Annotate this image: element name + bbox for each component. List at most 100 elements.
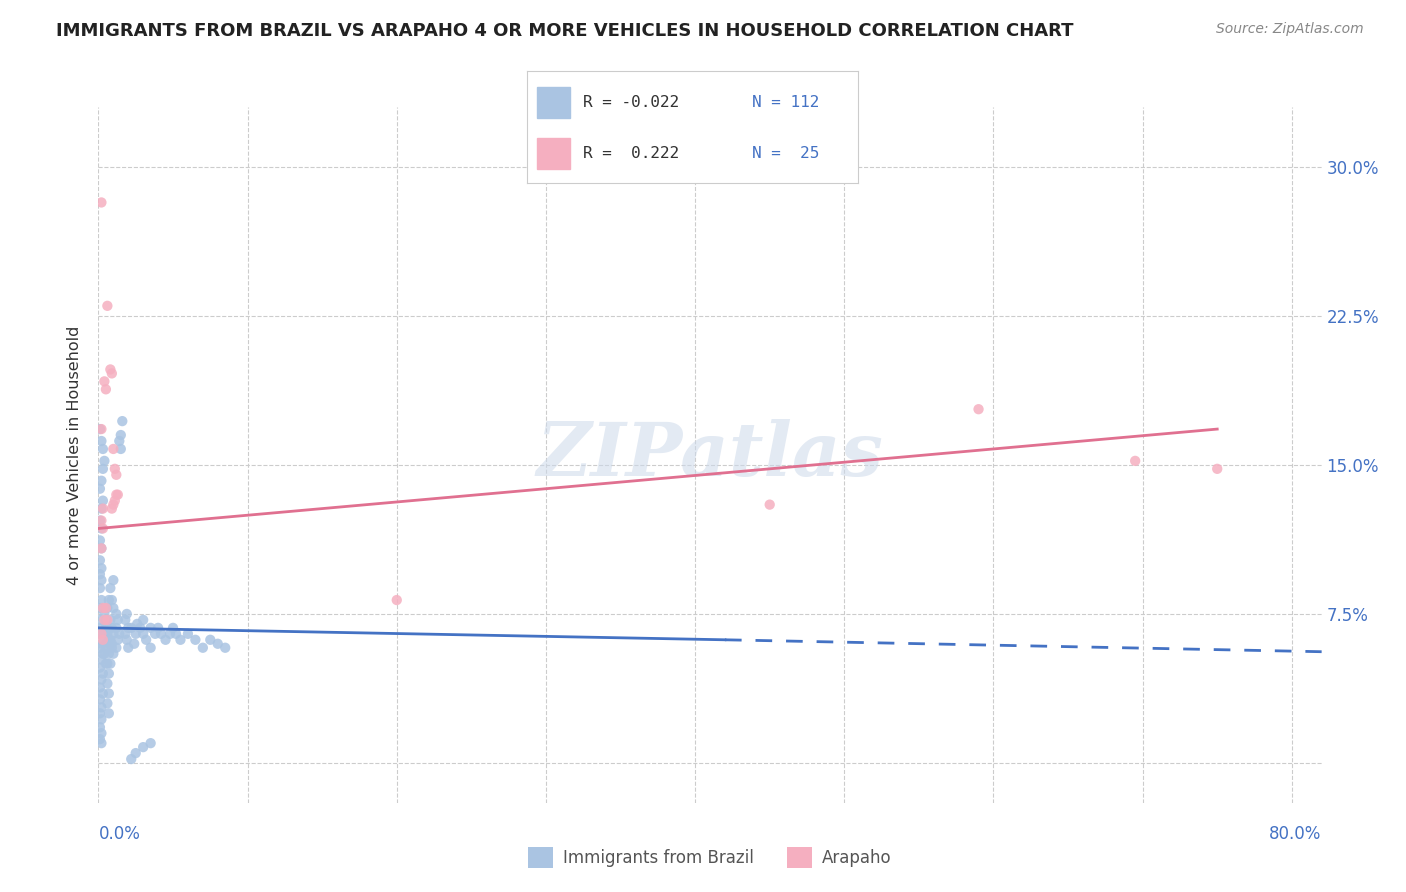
Point <box>91 462 114 476</box>
Point <box>129 621 152 635</box>
Point <box>385 593 408 607</box>
Point <box>97 593 120 607</box>
Point <box>91 601 114 615</box>
Point <box>89 720 111 734</box>
Point <box>97 666 120 681</box>
Point <box>105 467 128 482</box>
Point <box>90 700 112 714</box>
Point <box>89 660 111 674</box>
Point <box>90 712 112 726</box>
Point <box>1206 462 1229 476</box>
Point <box>104 462 127 476</box>
Point <box>120 752 142 766</box>
Point <box>89 706 111 721</box>
Text: IMMIGRANTS FROM BRAZIL VS ARAPAHO 4 OR MORE VEHICLES IN HOUSEHOLD CORRELATION CH: IMMIGRANTS FROM BRAZIL VS ARAPAHO 4 OR M… <box>56 22 1074 40</box>
Point <box>89 567 111 582</box>
Point <box>758 498 780 512</box>
Point <box>96 601 118 615</box>
Point <box>94 616 117 631</box>
Text: N =  25: N = 25 <box>752 146 820 161</box>
Point <box>89 692 111 706</box>
Point <box>93 454 115 468</box>
Point <box>91 686 114 700</box>
Point <box>90 541 112 556</box>
Point <box>150 627 173 641</box>
Point <box>104 493 127 508</box>
Point <box>98 613 121 627</box>
Point <box>91 442 114 456</box>
Point <box>184 632 207 647</box>
Point <box>90 434 112 448</box>
Point <box>117 640 139 655</box>
Point <box>90 593 112 607</box>
Point <box>97 686 120 700</box>
Point <box>94 657 117 671</box>
Point <box>103 573 125 587</box>
Point <box>89 482 111 496</box>
Point <box>117 621 139 635</box>
Point <box>191 640 214 655</box>
Point <box>146 621 169 635</box>
Point <box>214 640 236 655</box>
Text: Source: ZipAtlas.com: Source: ZipAtlas.com <box>1216 22 1364 37</box>
Point <box>94 382 117 396</box>
Point <box>91 493 114 508</box>
Point <box>103 627 125 641</box>
Point <box>105 640 128 655</box>
Point <box>135 632 157 647</box>
Point <box>96 621 118 635</box>
Point <box>162 621 184 635</box>
Point <box>89 732 111 747</box>
Text: R = -0.022: R = -0.022 <box>583 95 679 110</box>
Point <box>89 601 111 615</box>
Point <box>132 613 155 627</box>
Text: 80.0%: 80.0% <box>1270 825 1322 843</box>
Point <box>120 621 142 635</box>
Text: R =  0.222: R = 0.222 <box>583 146 679 161</box>
Point <box>101 367 124 381</box>
Point <box>169 632 191 647</box>
Point <box>96 676 118 690</box>
Point <box>89 581 111 595</box>
Point <box>108 434 131 448</box>
Point <box>96 299 118 313</box>
Point <box>139 621 162 635</box>
Point <box>90 726 112 740</box>
Legend: Immigrants from Brazil, Arapaho: Immigrants from Brazil, Arapaho <box>522 841 898 874</box>
Point <box>114 613 136 627</box>
FancyBboxPatch shape <box>537 138 571 169</box>
Point <box>97 706 120 721</box>
Text: ZIPatlas: ZIPatlas <box>537 418 883 491</box>
Point <box>155 632 177 647</box>
Point <box>200 632 222 647</box>
Point <box>93 647 115 661</box>
FancyBboxPatch shape <box>537 87 571 119</box>
Point <box>97 632 120 647</box>
Point <box>125 627 148 641</box>
Point <box>90 422 112 436</box>
Point <box>207 637 229 651</box>
Point <box>98 632 121 647</box>
Point <box>125 746 148 760</box>
Point <box>94 601 117 615</box>
Point <box>105 621 128 635</box>
Point <box>110 442 132 456</box>
Point <box>89 553 111 567</box>
Point <box>103 647 125 661</box>
Point <box>91 666 114 681</box>
Point <box>107 632 129 647</box>
Point <box>107 488 129 502</box>
Point <box>98 657 121 671</box>
Point <box>115 632 138 647</box>
Point <box>90 195 112 210</box>
Point <box>1123 454 1146 468</box>
Point <box>90 561 112 575</box>
Point <box>96 613 118 627</box>
Point <box>90 521 112 535</box>
Point <box>89 681 111 695</box>
Point <box>101 637 124 651</box>
Point <box>96 657 118 671</box>
Point <box>94 613 117 627</box>
Point <box>105 607 128 621</box>
Point <box>93 375 115 389</box>
